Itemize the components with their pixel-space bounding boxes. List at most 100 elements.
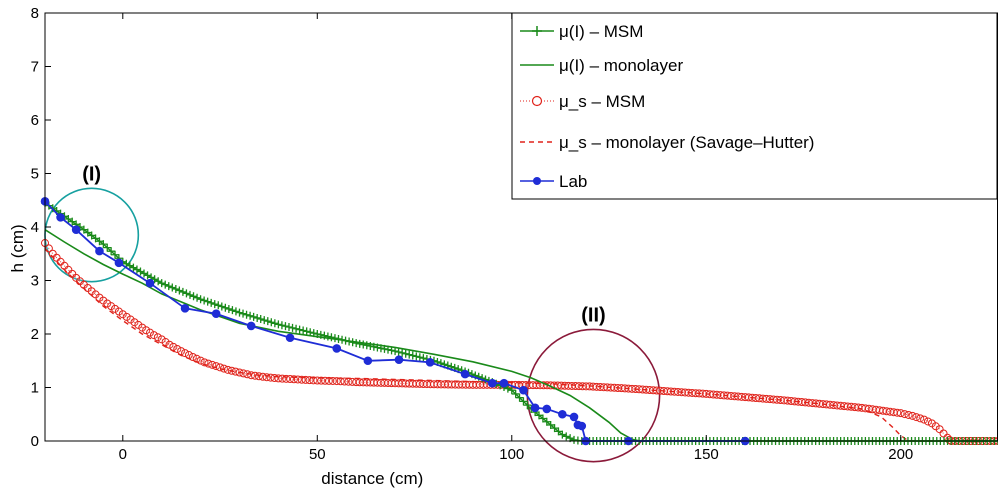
series-marker <box>175 286 184 295</box>
series-marker <box>211 309 221 318</box>
series-marker <box>332 344 342 353</box>
x-tick-label: 200 <box>888 446 913 463</box>
series-marker <box>302 327 311 336</box>
series-marker <box>168 283 177 292</box>
series-marker <box>157 279 166 288</box>
series-marker <box>150 275 159 284</box>
series-marker <box>164 282 173 291</box>
series-marker <box>246 321 256 331</box>
series-marker <box>125 261 134 270</box>
series-marker <box>165 340 174 349</box>
series-marker <box>387 346 396 355</box>
series-marker <box>260 316 269 325</box>
series-marker <box>171 285 180 294</box>
series-marker <box>507 386 516 395</box>
series-marker <box>173 344 182 353</box>
series-marker <box>542 404 552 414</box>
series-marker <box>401 349 410 358</box>
series-marker <box>253 313 262 322</box>
series-marker <box>153 333 162 342</box>
series-marker <box>193 293 202 302</box>
series-marker <box>231 307 240 316</box>
series-marker <box>145 278 155 288</box>
series-marker <box>180 304 190 313</box>
series-marker <box>242 310 251 319</box>
annotation-label-2: (II) <box>581 304 605 326</box>
series-marker <box>56 213 65 222</box>
series-marker <box>140 269 149 278</box>
y-tick-label: 8 <box>31 5 39 22</box>
y-tick-label: 3 <box>31 273 39 290</box>
series-3 <box>41 239 998 445</box>
series-marker <box>398 348 407 357</box>
series-marker <box>425 358 435 367</box>
series-marker <box>71 225 81 234</box>
series-marker <box>178 287 187 296</box>
x-tick-label: 100 <box>499 446 524 463</box>
series-marker <box>103 243 112 252</box>
legend-label: μ(I) – MSM <box>559 22 643 41</box>
series-marker <box>363 356 373 366</box>
series-marker <box>221 303 230 312</box>
series-marker <box>415 353 424 362</box>
series-marker <box>132 265 141 274</box>
series-marker <box>270 319 279 328</box>
x-tick-label: 150 <box>694 446 719 463</box>
series-marker <box>394 355 404 364</box>
series-marker <box>114 258 124 268</box>
series-5 <box>40 197 750 446</box>
series-marker <box>488 378 497 388</box>
series-marker <box>161 280 170 289</box>
series-marker <box>292 324 301 333</box>
series-marker <box>558 409 567 419</box>
annotation-label-1: (I) <box>82 163 101 185</box>
series-marker <box>185 290 194 299</box>
series-layer <box>40 197 998 446</box>
series-marker <box>107 247 116 256</box>
series-marker <box>558 430 567 439</box>
series-marker <box>182 289 191 298</box>
series-marker <box>95 246 104 256</box>
series-marker <box>200 296 209 305</box>
series-marker <box>327 333 336 342</box>
series-marker <box>239 309 248 318</box>
legend-label: μ(I) – monolayer <box>559 56 683 75</box>
series-marker <box>207 298 216 307</box>
series-marker <box>577 421 587 431</box>
series-marker <box>256 315 265 324</box>
series-marker <box>391 347 400 356</box>
axes-layer: 0 50 100 150 200 0 1 2 3 4 5 6 7 8 distance (cm) h (cm) <box>8 5 998 488</box>
series-marker <box>394 347 403 356</box>
series-marker <box>224 304 233 313</box>
series-marker <box>281 322 290 331</box>
series-marker <box>210 300 219 309</box>
legend-entry-2: μ(I) – monolayer <box>520 56 683 75</box>
series-marker <box>511 389 520 398</box>
series-marker <box>359 340 368 349</box>
legend-swatch-marker <box>531 95 543 107</box>
series-marker <box>129 263 138 272</box>
series-marker <box>267 318 276 327</box>
series-marker <box>136 267 145 276</box>
series-marker <box>189 292 198 301</box>
series-marker <box>530 403 540 413</box>
series-marker <box>299 326 308 335</box>
series-marker <box>277 321 286 330</box>
y-axis-label: h (cm) <box>8 224 27 272</box>
x-tick-label: 50 <box>309 446 326 463</box>
series-marker <box>523 401 532 410</box>
series-marker <box>274 320 283 329</box>
series-marker <box>499 378 509 388</box>
series-marker <box>923 417 932 426</box>
series-marker <box>405 350 414 359</box>
series-marker <box>143 271 152 280</box>
series-marker <box>246 311 255 320</box>
series-marker <box>284 322 293 331</box>
annotations-layer: (I) (II) <box>44 163 661 463</box>
legend-box <box>511 12 998 200</box>
series-marker <box>111 250 120 259</box>
series-marker <box>249 312 258 321</box>
series-marker <box>419 354 428 363</box>
series-marker <box>355 339 364 348</box>
series-marker <box>295 325 304 334</box>
